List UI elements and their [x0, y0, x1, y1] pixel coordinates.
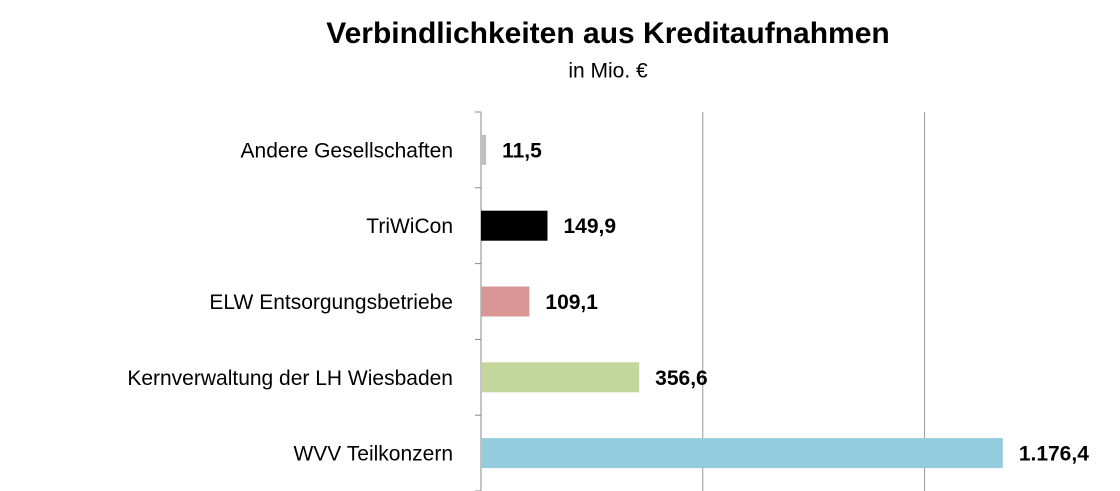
bar — [481, 438, 1003, 469]
category-label: Kernverwaltung der LH Wiesbaden — [127, 367, 453, 390]
value-label: 109,1 — [545, 291, 598, 314]
bar — [481, 286, 530, 317]
value-label: 1.176,4 — [1019, 443, 1089, 466]
category-label: ELW Entsorgungsbetriebe — [209, 291, 453, 314]
category-label: WVV Teilkonzern — [293, 443, 453, 466]
chart-subtitle: in Mio. € — [568, 60, 648, 83]
chart-title: Verbindlichkeiten aus Kreditaufnahmen — [326, 17, 889, 50]
category-label: TriWiCon — [366, 215, 453, 238]
value-label: 149,9 — [563, 215, 616, 238]
value-label: 11,5 — [502, 139, 542, 162]
bar — [481, 210, 548, 241]
bar — [481, 362, 640, 393]
bar — [481, 134, 487, 165]
category-label: Andere Gesellschaften — [241, 139, 453, 162]
value-label: 356,6 — [655, 367, 708, 390]
